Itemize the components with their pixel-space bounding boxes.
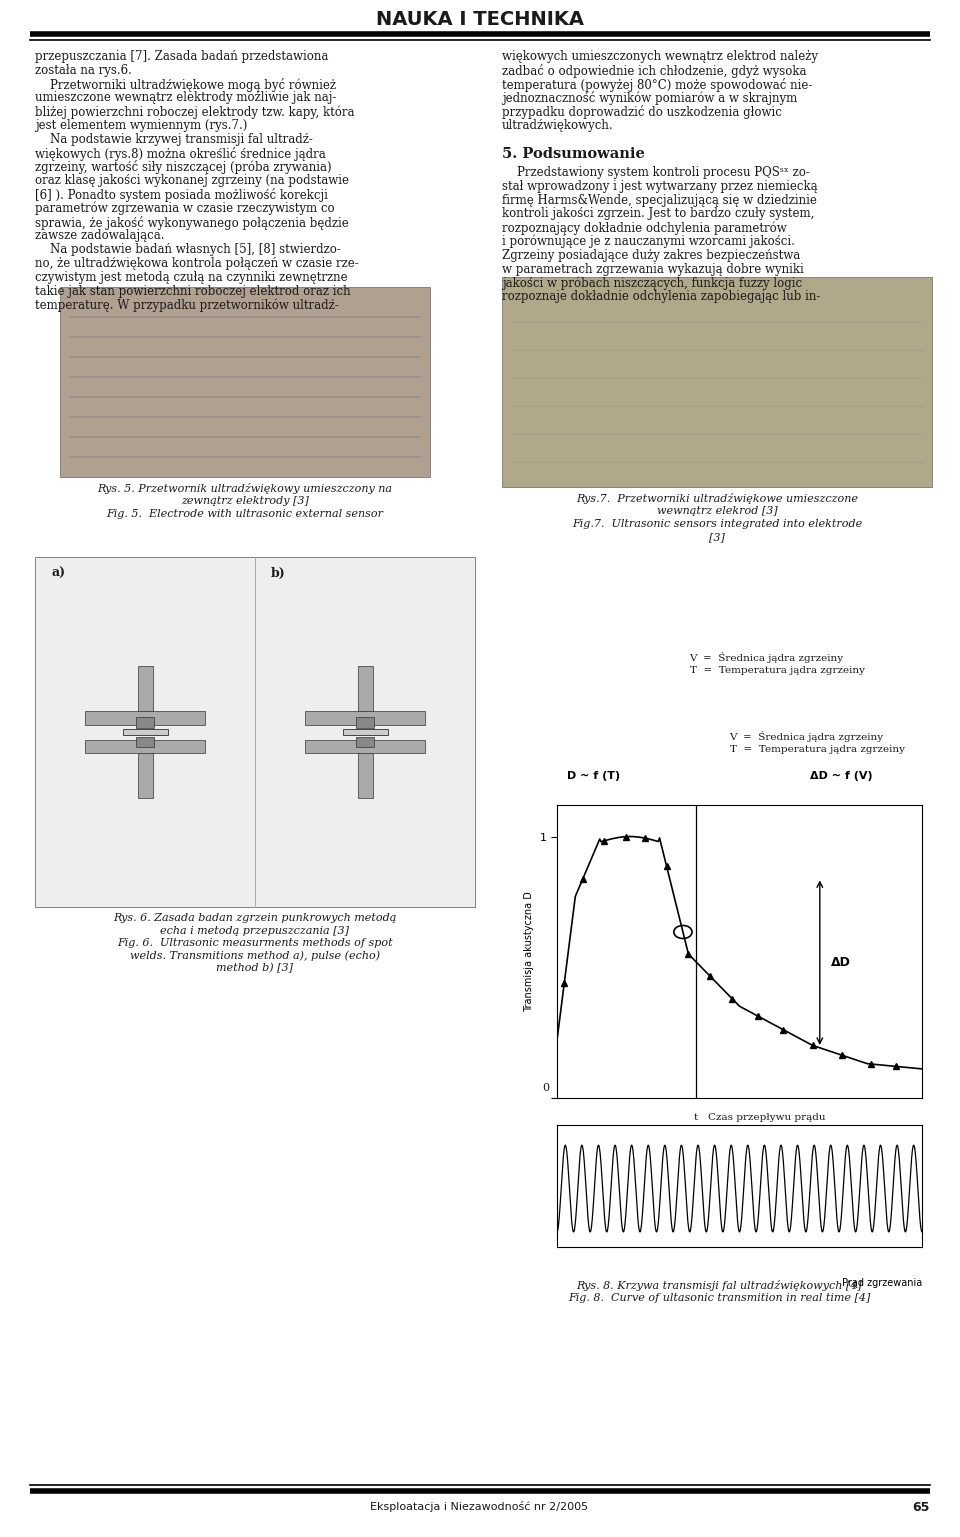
Text: temperaturę. W przypadku przetworników ultradź-: temperaturę. W przypadku przetworników u… xyxy=(35,298,339,312)
Text: Fig. 8.  Curve of ultasonic transmition in real time [4]: Fig. 8. Curve of ultasonic transmition i… xyxy=(568,1293,871,1303)
Text: temperatura (powyżej 80°C) może spowodować nie-: temperatura (powyżej 80°C) może spowodow… xyxy=(502,77,812,92)
Bar xyxy=(123,729,167,735)
Text: Eksploatacja i Niezawodność nr 2/2005: Eksploatacja i Niezawodność nr 2/2005 xyxy=(370,1502,588,1512)
Bar xyxy=(137,753,153,798)
Bar xyxy=(305,739,425,753)
Text: rozpoznaje dokładnie odchylenia zapobiegając lub in-: rozpoznaje dokładnie odchylenia zapobieg… xyxy=(502,290,821,303)
Text: zgrzeiny, wartość siły niszczącej (próba zrywania): zgrzeiny, wartość siły niszczącej (próba… xyxy=(35,160,331,174)
Text: a): a) xyxy=(51,567,65,579)
Bar xyxy=(85,739,205,753)
Text: sprawia, że jakość wykonywanego połączenia będzie: sprawia, że jakość wykonywanego połączen… xyxy=(35,215,348,229)
Text: umieszczone wewnątrz elektrody możliwie jak naj-: umieszczone wewnątrz elektrody możliwie … xyxy=(35,91,336,105)
Text: przypadku doprowadzić do uszkodzenia głowic: przypadku doprowadzić do uszkodzenia gło… xyxy=(502,105,781,120)
Text: Na podstawie krzywej transmisji fal ultradź-: Na podstawie krzywej transmisji fal ultr… xyxy=(35,132,313,146)
Text: jakości w próbach niszczących, funkcja fuzzy logic: jakości w próbach niszczących, funkcja f… xyxy=(502,277,803,290)
Bar xyxy=(343,729,388,735)
Text: V  =  Średnica jądra zgrzeiny: V = Średnica jądra zgrzeiny xyxy=(730,732,883,742)
Text: w parametrach zgrzewania wykazują dobre wyniki: w parametrach zgrzewania wykazują dobre … xyxy=(502,263,804,275)
Text: zadbać o odpowiednie ich chłodzenie, gdyż wysoka: zadbać o odpowiednie ich chłodzenie, gdy… xyxy=(502,65,806,78)
Text: 5. Podsumowanie: 5. Podsumowanie xyxy=(502,146,645,160)
Text: ΔD: ΔD xyxy=(830,956,851,970)
Bar xyxy=(136,716,154,727)
Text: takie jak stan powierzchni roboczej elektrod oraz ich: takie jak stan powierzchni roboczej elek… xyxy=(35,284,350,298)
Text: firmę Harms&Wende, specjalizującą się w dziedzinie: firmę Harms&Wende, specjalizującą się w … xyxy=(502,194,817,206)
Text: więkowych (rys.8) można określić średnice jądra: więkowych (rys.8) można określić średnic… xyxy=(35,146,325,160)
Text: [6] ). Ponadto system posiada możliwość korekcji: [6] ). Ponadto system posiada możliwość … xyxy=(35,188,328,201)
Text: NAUKA I TECHNIKA: NAUKA I TECHNIKA xyxy=(376,11,584,29)
Bar xyxy=(357,666,372,712)
Text: kontroli jakości zgrzein. Jest to bardzo czuły system,: kontroli jakości zgrzein. Jest to bardzo… xyxy=(502,207,814,220)
Text: D ~ f (T): D ~ f (T) xyxy=(567,772,620,781)
Text: welds. Transmitions method a), pulse (echo): welds. Transmitions method a), pulse (ec… xyxy=(130,950,380,961)
Text: Fig.7.  Ultrasonic sensors integrated into elektrode: Fig.7. Ultrasonic sensors integrated int… xyxy=(572,520,862,529)
Bar xyxy=(137,666,153,712)
Text: stał wprowadzony i jest wytwarzany przez niemiecką: stał wprowadzony i jest wytwarzany przez… xyxy=(502,180,818,192)
Bar xyxy=(357,753,372,798)
Text: czywistym jest metodą czułą na czynniki zewnętrzne: czywistym jest metodą czułą na czynniki … xyxy=(35,271,348,284)
Text: została na rys.6.: została na rys.6. xyxy=(35,65,132,77)
Text: V  =  Średnica jądra zgrzeiny: V = Średnica jądra zgrzeiny xyxy=(689,652,844,662)
Text: echa i metodą przepuszczania [3]: echa i metodą przepuszczania [3] xyxy=(160,925,349,936)
Bar xyxy=(356,716,374,727)
Text: b): b) xyxy=(271,567,286,579)
Y-axis label: Transmisja akustyczna D: Transmisja akustyczna D xyxy=(524,891,534,1011)
Text: oraz klasę jakości wykonanej zgrzeiny (na podstawie: oraz klasę jakości wykonanej zgrzeiny (n… xyxy=(35,174,349,188)
Bar xyxy=(305,712,425,724)
Text: przepuszczania [7]. Zasada badań przedstawiona: przepuszczania [7]. Zasada badań przedst… xyxy=(35,51,328,63)
Text: method b) [3]: method b) [3] xyxy=(217,964,294,973)
Text: Rys.7.  Przetworniki ultradźwiękowe umieszczone: Rys.7. Przetworniki ultradźwiękowe umies… xyxy=(576,493,858,504)
Text: ultradźwiękowych.: ultradźwiękowych. xyxy=(502,118,613,132)
Text: t   Czas przepływu prądu: t Czas przepływu prądu xyxy=(694,1113,826,1122)
Text: Zgrzeiny posiadające duży zakres bezpieczeństwa: Zgrzeiny posiadające duży zakres bezpiec… xyxy=(502,249,801,261)
Bar xyxy=(356,736,374,747)
Text: zawsze zadowalająca.: zawsze zadowalająca. xyxy=(35,229,164,243)
Bar xyxy=(35,556,475,907)
Text: jednoznaczność wyników pomiarów a w skrajnym: jednoznaczność wyników pomiarów a w skra… xyxy=(502,91,797,106)
Text: T  =  Temperatura jądra zgrzeiny: T = Temperatura jądra zgrzeiny xyxy=(689,666,865,675)
Text: więkowych umieszczonych wewnątrz elektrod należy: więkowych umieszczonych wewnątrz elektro… xyxy=(502,51,818,63)
Text: Rys. 8. Krzywa transmisji fal ultradźwiękowych [4]: Rys. 8. Krzywa transmisji fal ultradźwię… xyxy=(577,1280,862,1291)
Text: bliżej powierzchni roboczej elektrody tzw. kapy, która: bliżej powierzchni roboczej elektrody tz… xyxy=(35,105,354,118)
Bar xyxy=(136,736,154,747)
Text: [3]: [3] xyxy=(709,532,725,543)
Text: ΔD ~ f (V): ΔD ~ f (V) xyxy=(810,772,873,781)
Text: zewnątrz elektrody [3]: zewnątrz elektrody [3] xyxy=(181,496,309,506)
Text: T  =  Temperatura jądra zgrzeiny: T = Temperatura jądra zgrzeiny xyxy=(730,745,904,755)
Text: Rys. 6. Zasada badan zgrzein punkrowych metodą: Rys. 6. Zasada badan zgrzein punkrowych … xyxy=(113,913,396,924)
Text: Przetworniki ultradźwiękowe mogą być również: Przetworniki ultradźwiękowe mogą być rów… xyxy=(35,77,336,92)
Text: 65: 65 xyxy=(913,1502,930,1514)
Text: Fig. 6.  Ultrasonic measurments methods of spot: Fig. 6. Ultrasonic measurments methods o… xyxy=(117,938,393,948)
Text: Prąd zgrzewania: Prąd zgrzewania xyxy=(842,1277,922,1288)
Text: rozpoznający dokładnie odchylenia parametrów: rozpoznający dokładnie odchylenia parame… xyxy=(502,221,787,235)
Text: 0: 0 xyxy=(541,1082,549,1093)
Text: parametrów zgrzewania w czasie rzeczywistym co: parametrów zgrzewania w czasie rzeczywis… xyxy=(35,201,335,215)
Bar xyxy=(60,287,430,476)
Text: Przedstawiony system kontroli procesu PQSˢˣ zo-: Przedstawiony system kontroli procesu PQ… xyxy=(502,166,810,178)
Text: wewnątrz elekrod [3]: wewnątrz elekrod [3] xyxy=(657,506,778,516)
Text: jest elementem wymiennym (rys.7.): jest elementem wymiennym (rys.7.) xyxy=(35,118,248,132)
Text: Fig. 5.  Electrode with ultrasonic external sensor: Fig. 5. Electrode with ultrasonic extern… xyxy=(107,509,383,520)
Text: no, że ultradźwiękowa kontrola połączeń w czasie rze-: no, że ultradźwiękowa kontrola połączeń … xyxy=(35,257,359,271)
Bar xyxy=(502,277,932,487)
Text: Na podstawie badań własnych [5], [8] stwierdzo-: Na podstawie badań własnych [5], [8] stw… xyxy=(35,243,341,257)
Bar xyxy=(85,712,205,724)
Text: Rys. 5. Przetwornik ultradźwiękowy umieszczony na: Rys. 5. Przetwornik ultradźwiękowy umies… xyxy=(98,483,393,493)
Text: i porównujące je z nauczanymi wzorcami jakości.: i porównujące je z nauczanymi wzorcami j… xyxy=(502,235,795,249)
